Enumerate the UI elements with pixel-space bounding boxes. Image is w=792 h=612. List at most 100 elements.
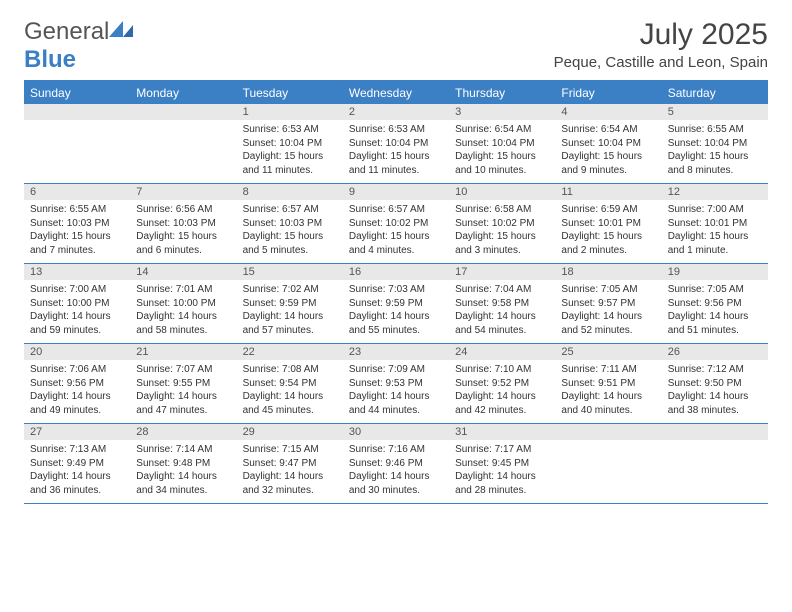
day-detail-line: and 34 minutes. [136, 484, 230, 498]
week-row: 27Sunrise: 7:13 AMSunset: 9:49 PMDayligh… [24, 424, 768, 504]
day-header: Monday [130, 82, 236, 104]
day-details: Sunrise: 7:17 AMSunset: 9:45 PMDaylight:… [449, 440, 555, 503]
day-detail-line: Sunrise: 7:17 AM [455, 443, 549, 457]
day-number: 8 [237, 184, 343, 200]
day-detail-line: and 54 minutes. [455, 324, 549, 338]
day-detail-line: Sunset: 9:52 PM [455, 377, 549, 391]
day-number [130, 104, 236, 120]
day-detail-line: Daylight: 15 hours [349, 230, 443, 244]
day-number: 21 [130, 344, 236, 360]
day-details: Sunrise: 6:59 AMSunset: 10:01 PMDaylight… [555, 200, 661, 263]
day-detail-line: Sunrise: 6:56 AM [136, 203, 230, 217]
day-detail-line: Daylight: 14 hours [136, 310, 230, 324]
day-number: 31 [449, 424, 555, 440]
day-detail-line: Sunrise: 7:09 AM [349, 363, 443, 377]
logo-triangle-icon [109, 19, 137, 39]
day-cell: 21Sunrise: 7:07 AMSunset: 9:55 PMDayligh… [130, 344, 236, 423]
day-detail-line: and 3 minutes. [455, 244, 549, 258]
day-cell: 6 Sunrise: 6:55 AMSunset: 10:03 PMDayligh… [24, 184, 130, 263]
day-details: Sunrise: 6:55 AMSunset: 10:04 PMDaylight… [662, 120, 768, 183]
day-detail-line: Sunrise: 7:00 AM [668, 203, 762, 217]
day-cell: 3Sunrise: 6:54 AMSunset: 10:04 PMDayligh… [449, 104, 555, 183]
day-cell [555, 424, 661, 503]
day-detail-line: Sunset: 10:04 PM [561, 137, 655, 151]
day-detail-line: Sunset: 10:04 PM [349, 137, 443, 151]
day-cell: 17Sunrise: 7:04 AMSunset: 9:58 PMDayligh… [449, 264, 555, 343]
day-header: Tuesday [237, 82, 343, 104]
week-row: 1Sunrise: 6:53 AMSunset: 10:04 PMDayligh… [24, 104, 768, 184]
day-detail-line: Sunrise: 7:03 AM [349, 283, 443, 297]
day-detail-line: Daylight: 14 hours [668, 390, 762, 404]
day-cell: 23Sunrise: 7:09 AMSunset: 9:53 PMDayligh… [343, 344, 449, 423]
day-detail-line: Sunrise: 7:11 AM [561, 363, 655, 377]
day-detail-line: Daylight: 15 hours [30, 230, 124, 244]
day-number: 5 [662, 104, 768, 120]
day-detail-line: Sunset: 9:56 PM [668, 297, 762, 311]
day-number: 30 [343, 424, 449, 440]
day-detail-line: and 51 minutes. [668, 324, 762, 338]
day-number: 10 [449, 184, 555, 200]
day-cell: 4Sunrise: 6:54 AMSunset: 10:04 PMDayligh… [555, 104, 661, 183]
day-detail-line: Sunrise: 7:06 AM [30, 363, 124, 377]
logo-text-2: Blue [24, 46, 76, 73]
day-detail-line: and 5 minutes. [243, 244, 337, 258]
day-detail-line: Sunrise: 7:10 AM [455, 363, 549, 377]
day-detail-line: Sunset: 10:03 PM [30, 217, 124, 231]
day-number: 6 [24, 184, 130, 200]
day-detail-line: Sunset: 9:56 PM [30, 377, 124, 391]
day-detail-line: and 30 minutes. [349, 484, 443, 498]
day-detail-line: Sunrise: 6:57 AM [243, 203, 337, 217]
day-details: Sunrise: 6:57 AMSunset: 10:02 PMDaylight… [343, 200, 449, 263]
day-detail-line: Daylight: 14 hours [561, 310, 655, 324]
day-number: 27 [24, 424, 130, 440]
day-header: Thursday [449, 82, 555, 104]
day-number: 20 [24, 344, 130, 360]
day-cell: 15Sunrise: 7:02 AMSunset: 9:59 PMDayligh… [237, 264, 343, 343]
day-details: Sunrise: 7:05 AMSunset: 9:57 PMDaylight:… [555, 280, 661, 343]
day-detail-line: and 49 minutes. [30, 404, 124, 418]
day-detail-line: Sunset: 9:55 PM [136, 377, 230, 391]
day-detail-line: Sunset: 9:54 PM [243, 377, 337, 391]
day-detail-line: Sunset: 10:04 PM [668, 137, 762, 151]
day-detail-line: Sunset: 9:57 PM [561, 297, 655, 311]
calendar: SundayMondayTuesdayWednesdayThursdayFrid… [24, 80, 768, 504]
day-detail-line: and 2 minutes. [561, 244, 655, 258]
day-details: Sunrise: 7:13 AMSunset: 9:49 PMDaylight:… [24, 440, 130, 503]
day-details: Sunrise: 7:11 AMSunset: 9:51 PMDaylight:… [555, 360, 661, 423]
day-details: Sunrise: 7:05 AMSunset: 9:56 PMDaylight:… [662, 280, 768, 343]
day-detail-line: Daylight: 14 hours [243, 310, 337, 324]
location: Peque, Castille and Leon, Spain [554, 54, 768, 71]
day-number: 14 [130, 264, 236, 280]
day-detail-line: Sunrise: 6:53 AM [349, 123, 443, 137]
day-cell: 11Sunrise: 6:59 AMSunset: 10:01 PMDaylig… [555, 184, 661, 263]
day-detail-line: Sunrise: 7:02 AM [243, 283, 337, 297]
day-number: 18 [555, 264, 661, 280]
day-detail-line: Sunset: 9:59 PM [243, 297, 337, 311]
day-detail-line: Sunset: 10:00 PM [30, 297, 124, 311]
day-detail-line: and 32 minutes. [243, 484, 337, 498]
day-detail-line: Sunset: 9:49 PM [30, 457, 124, 471]
day-cell [662, 424, 768, 503]
day-detail-line: Sunset: 10:04 PM [455, 137, 549, 151]
day-detail-line: Sunset: 9:51 PM [561, 377, 655, 391]
day-detail-line: Sunrise: 7:15 AM [243, 443, 337, 457]
day-detail-line: Sunrise: 7:12 AM [668, 363, 762, 377]
day-details: Sunrise: 6:56 AMSunset: 10:03 PMDaylight… [130, 200, 236, 263]
day-detail-line: Sunrise: 6:53 AM [243, 123, 337, 137]
day-detail-line: Daylight: 14 hours [455, 470, 549, 484]
day-cell: 30Sunrise: 7:16 AMSunset: 9:46 PMDayligh… [343, 424, 449, 503]
day-details: Sunrise: 7:10 AMSunset: 9:52 PMDaylight:… [449, 360, 555, 423]
day-number: 4 [555, 104, 661, 120]
day-details: Sunrise: 7:14 AMSunset: 9:48 PMDaylight:… [130, 440, 236, 503]
day-cell: 25Sunrise: 7:11 AMSunset: 9:51 PMDayligh… [555, 344, 661, 423]
day-number: 11 [555, 184, 661, 200]
day-detail-line: Sunrise: 7:05 AM [561, 283, 655, 297]
day-detail-line: Sunset: 9:47 PM [243, 457, 337, 471]
day-detail-line: Daylight: 15 hours [668, 230, 762, 244]
day-details: Sunrise: 7:12 AMSunset: 9:50 PMDaylight:… [662, 360, 768, 423]
day-detail-line: Sunrise: 6:55 AM [30, 203, 124, 217]
day-detail-line: Daylight: 14 hours [136, 470, 230, 484]
day-detail-line: and 57 minutes. [243, 324, 337, 338]
day-detail-line: Sunset: 9:53 PM [349, 377, 443, 391]
day-detail-line: and 58 minutes. [136, 324, 230, 338]
